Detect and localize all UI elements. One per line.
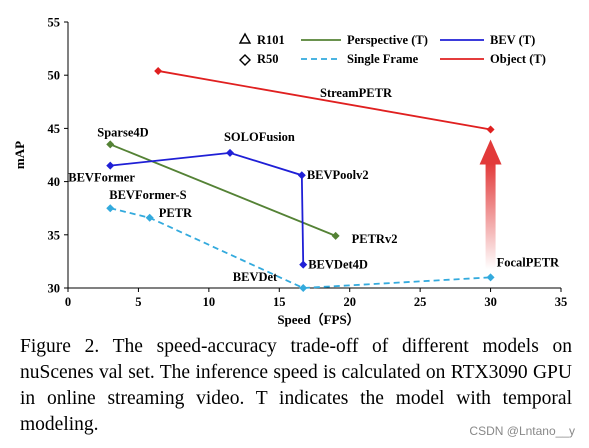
legend-label-r101: R101: [257, 33, 285, 47]
data-point: [297, 171, 306, 180]
improvement-arrow: [479, 139, 502, 270]
series-lines: [109, 70, 491, 289]
y-tick-label: 45: [48, 122, 61, 136]
data-point: [106, 161, 115, 170]
legend-label-r50: R50: [257, 52, 279, 66]
point-label: BEVDet: [233, 270, 278, 284]
point-label: BEVFormer: [68, 171, 135, 185]
arrow-shaft: [485, 163, 496, 270]
point-label: PETR: [159, 206, 193, 220]
data-point: [106, 204, 115, 213]
watermark: CSDN @Lntano__y: [469, 424, 575, 438]
legend-series-label: Object (T): [490, 52, 546, 66]
series-line: [157, 70, 491, 131]
y-tick-label: 35: [48, 228, 61, 242]
y-tick-label: 50: [48, 69, 61, 83]
series-line: [110, 207, 491, 289]
data-point: [299, 260, 308, 269]
legend-series-label: Perspective (T): [347, 33, 428, 47]
point-label: SOLOFusion: [224, 130, 295, 144]
legend: R101 R50 Perspective (T) Single Frame BEV (T…: [238, 32, 546, 66]
x-axis-label: Speed（FPS）: [277, 312, 359, 327]
x-tick-label: 5: [135, 295, 141, 309]
point-label: BEVPoolv2: [307, 168, 369, 182]
point-label: PETRv2: [352, 232, 398, 246]
y-tick-label: 55: [48, 16, 61, 30]
point-labels: Sparse4D PETRv2 BEVFormer SOLOFusion BEVPool…: [68, 86, 560, 284]
data-point: [145, 213, 154, 222]
data-point: [331, 231, 340, 240]
x-tick-label: 30: [484, 295, 497, 309]
data-point: [486, 125, 495, 134]
y-axis-label: mAP: [12, 141, 27, 169]
legend-triangle-icon: [238, 32, 252, 44]
x-tick-label: 10: [203, 295, 216, 309]
point-label: Sparse4D: [97, 125, 148, 139]
x-tick-label: 25: [414, 295, 427, 309]
legend-series-label: Single Frame: [347, 52, 419, 66]
speed-accuracy-chart: 0 5 10 15 20 25 30 35 30 35 40 45 50 55 Sparse4D PETRv…: [12, 16, 568, 328]
data-point: [106, 140, 115, 149]
x-tick-label: 15: [273, 295, 286, 309]
data-point: [486, 273, 495, 282]
x-tick-label: 20: [343, 295, 356, 309]
x-tick-label: 35: [555, 295, 568, 309]
arrow-head: [479, 139, 502, 165]
point-label: BEVFormer-S: [109, 188, 186, 202]
tick-labels: 0 5 10 15 20 25 30 35 30 35 40 45 50 55: [48, 16, 568, 310]
legend-diamond-icon: [239, 54, 251, 66]
series-line: [109, 143, 336, 237]
legend-series-label: BEV (T): [490, 33, 535, 47]
y-tick-label: 40: [48, 175, 61, 189]
y-tick-label: 30: [48, 282, 61, 296]
annotation-label: StreamPETR: [320, 86, 393, 100]
series-line: [110, 151, 305, 265]
data-point: [299, 284, 308, 292]
data-point: [154, 66, 163, 75]
point-label: BEVDet4D: [308, 258, 368, 272]
x-tick-label: 0: [65, 295, 71, 309]
figure-caption: Figure 2. The speed-accuracy trade-off o…: [20, 336, 572, 435]
series-markers: [106, 66, 495, 292]
data-point: [225, 148, 234, 157]
point-label: FocalPETR: [497, 255, 560, 269]
